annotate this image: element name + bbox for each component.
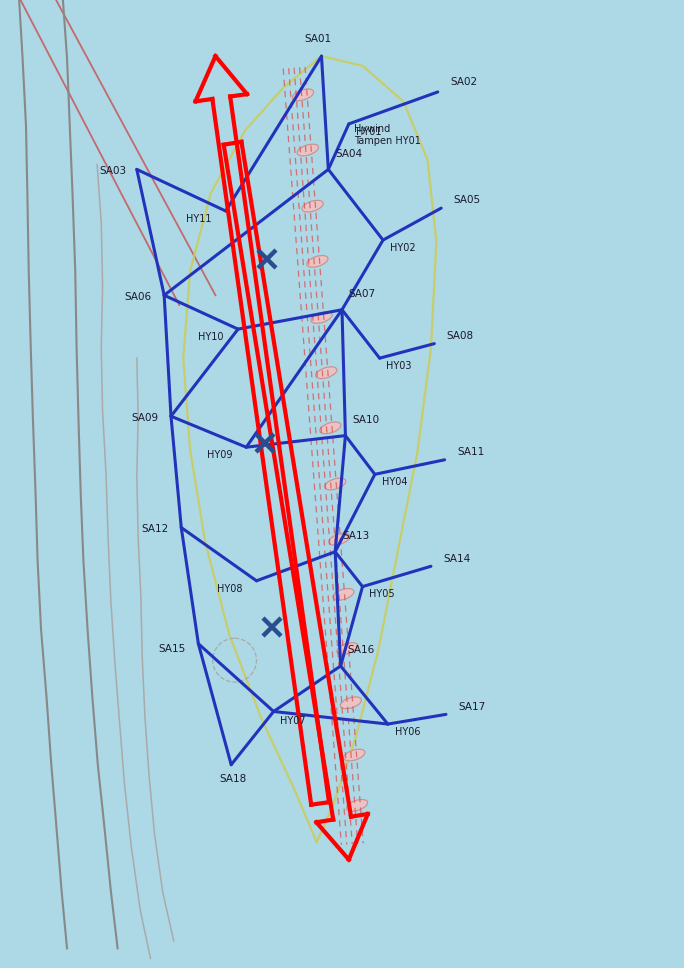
Text: Hywind
Tampen HY01: Hywind Tampen HY01 [354,124,421,146]
Text: SA07: SA07 [349,289,376,299]
Text: SA11: SA11 [457,447,484,457]
Ellipse shape [325,478,345,490]
Text: HY02: HY02 [390,243,415,253]
Text: SA05: SA05 [453,196,481,205]
Ellipse shape [347,800,367,811]
Text: HY03: HY03 [386,361,412,371]
Ellipse shape [329,533,350,545]
Text: SA03: SA03 [99,166,127,176]
Text: SA17: SA17 [458,702,486,711]
Text: HY11: HY11 [186,214,211,224]
Text: HY01: HY01 [356,127,381,136]
Text: SA06: SA06 [124,292,152,302]
Text: SA13: SA13 [342,531,369,541]
Text: SA08: SA08 [447,331,474,341]
Text: SA02: SA02 [450,77,477,87]
Ellipse shape [293,89,313,101]
Ellipse shape [298,144,318,156]
Ellipse shape [316,367,337,378]
Text: SA16: SA16 [347,646,375,655]
Text: HY05: HY05 [369,590,395,599]
Text: HY08: HY08 [217,584,242,593]
Text: SA09: SA09 [131,413,159,423]
Ellipse shape [302,200,323,212]
Ellipse shape [311,312,332,323]
Text: HY07: HY07 [280,716,306,726]
Ellipse shape [320,422,341,434]
Ellipse shape [333,589,354,600]
Text: SA10: SA10 [352,415,380,425]
Text: SA15: SA15 [159,644,186,653]
Text: HY09: HY09 [207,450,232,460]
Text: HY10: HY10 [198,332,224,342]
Ellipse shape [344,749,365,761]
Text: HY04: HY04 [382,477,407,487]
Ellipse shape [337,643,358,654]
Text: HY06: HY06 [395,727,420,737]
Ellipse shape [341,697,361,709]
Text: SA01: SA01 [304,34,332,44]
Text: SA18: SA18 [219,774,246,784]
Text: SA04: SA04 [335,149,363,159]
Text: SA12: SA12 [142,525,169,534]
Ellipse shape [307,256,328,267]
Text: SA14: SA14 [443,554,471,563]
